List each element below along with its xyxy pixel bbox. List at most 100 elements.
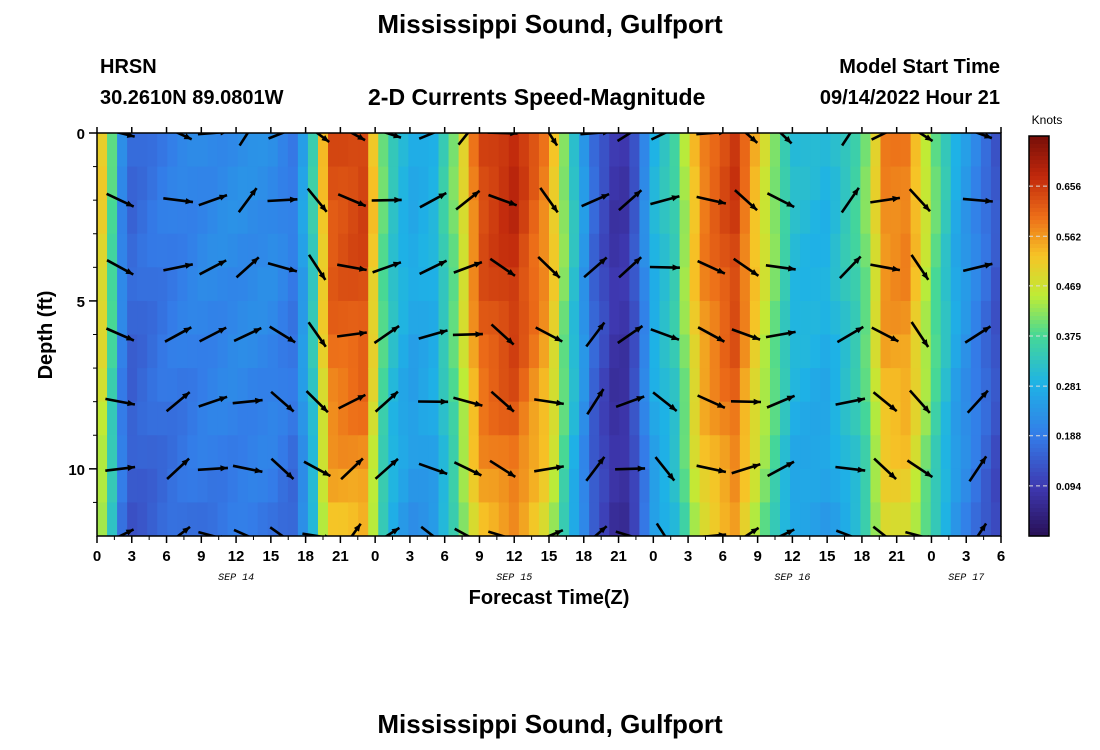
heatmap-cell: [790, 435, 801, 470]
heatmap-cell: [458, 233, 470, 268]
heatmap-cell: [237, 334, 249, 369]
heatmap-cell: [900, 300, 912, 336]
heatmap-cell: [820, 200, 831, 235]
heatmap-cell: [207, 468, 219, 504]
heatmap-cell: [97, 468, 108, 504]
heatmap-cell: [368, 368, 379, 403]
heatmap-cell: [840, 502, 851, 536]
heatmap-cell: [157, 334, 168, 369]
heatmap-cell: [810, 334, 821, 369]
heatmap-cell: [810, 368, 821, 403]
heatmap-cell: [840, 401, 851, 436]
heatmap-cell: [428, 368, 440, 403]
heatmap-cell: [498, 200, 510, 235]
current-vector: [489, 459, 516, 478]
current-vector: [382, 133, 402, 139]
heatmap-cell: [247, 334, 259, 369]
heatmap-cell: [629, 166, 640, 201]
heatmap-cell: [579, 401, 590, 436]
heatmap-cell: [147, 401, 158, 436]
heatmap-cell: [579, 267, 590, 302]
heatmap-cell: [267, 200, 279, 235]
colorbar-band: [1029, 500, 1049, 505]
heatmap-cell: [729, 233, 741, 268]
heatmap-cell: [659, 133, 671, 168]
current-vector: [732, 257, 760, 277]
current-vector: [654, 456, 676, 482]
heatmap-cell: [910, 468, 922, 504]
heatmap-cell: [589, 233, 600, 268]
heatmap-cell: [468, 502, 480, 536]
heatmap-cell: [790, 133, 801, 168]
heatmap-cell: [438, 401, 450, 436]
heatmap-cell: [780, 368, 791, 403]
heatmap-cell: [127, 267, 138, 302]
heatmap-cell: [769, 300, 781, 336]
heatmap-cell: [820, 502, 831, 536]
colorbar-band: [1029, 420, 1049, 425]
heatmap-cell: [589, 200, 600, 235]
current-vector: [650, 194, 680, 206]
heatmap-cell: [629, 133, 640, 168]
colorbar-band: [1029, 324, 1049, 329]
heatmap-cell: [388, 502, 399, 536]
heatmap-cell: [669, 368, 681, 403]
x-tick-label: 0: [93, 548, 101, 565]
heatmap-cell: [639, 300, 651, 336]
heatmap-cell: [679, 166, 691, 201]
heatmap-cell: [699, 468, 711, 504]
heatmap-cell: [297, 468, 309, 504]
heatmap-cell: [528, 401, 540, 436]
current-vector: [964, 325, 992, 344]
heatmap-cell: [810, 166, 821, 201]
heatmap-cell: [418, 334, 430, 369]
x-tick-label: 12: [228, 548, 245, 565]
heatmap-cell: [910, 267, 922, 302]
heatmap-cell: [418, 200, 430, 235]
colorbar-band: [1029, 240, 1049, 245]
heatmap-cell: [900, 334, 912, 369]
current-vector: [453, 461, 482, 477]
heatmap-cell: [107, 334, 118, 369]
heatmap-cell: [589, 166, 600, 201]
x-tick-label: 12: [506, 548, 523, 565]
colorbar-band: [1029, 532, 1049, 537]
heatmap-cell: [920, 233, 932, 268]
heatmap-cell: [127, 300, 138, 336]
heatmap-cell: [528, 368, 540, 403]
heatmap-cell: [97, 368, 108, 403]
heatmap-cell: [458, 368, 470, 403]
heatmap-cell: [709, 233, 721, 268]
heatmap-cell: [669, 200, 681, 235]
heatmap-cell: [177, 502, 188, 536]
y-tick-label: 5: [77, 294, 85, 311]
colorbar-band: [1029, 408, 1049, 413]
heatmap-cell: [629, 233, 640, 268]
heatmap-cell: [358, 368, 369, 403]
heatmap-cell: [930, 200, 942, 235]
heatmap-cell: [518, 233, 530, 268]
heatmap-cell: [649, 401, 661, 436]
heatmap-cell: [689, 166, 701, 201]
heatmap-cell: [287, 435, 299, 470]
heatmap-cell: [408, 435, 420, 470]
heatmap-cell: [107, 468, 118, 504]
heatmap-cell: [599, 233, 610, 268]
heatmap-cell: [398, 401, 409, 436]
current-vector: [585, 321, 606, 348]
heatmap-cell: [920, 368, 932, 403]
heatmap-cell: [659, 233, 671, 268]
heatmap-cell: [589, 435, 600, 470]
heatmap-cell: [247, 401, 259, 436]
heatmap-cell: [599, 133, 610, 168]
heatmap-cell: [769, 468, 781, 504]
heatmap-cell: [438, 267, 450, 302]
current-vector: [267, 196, 298, 203]
heatmap-cell: [940, 133, 952, 168]
heatmap-cell: [197, 166, 209, 201]
colorbar-band: [1029, 192, 1049, 197]
heatmap-cell: [830, 468, 841, 504]
heatmap-cell: [227, 300, 239, 336]
colorbar-band: [1029, 512, 1049, 517]
heatmap-cell: [137, 233, 148, 268]
